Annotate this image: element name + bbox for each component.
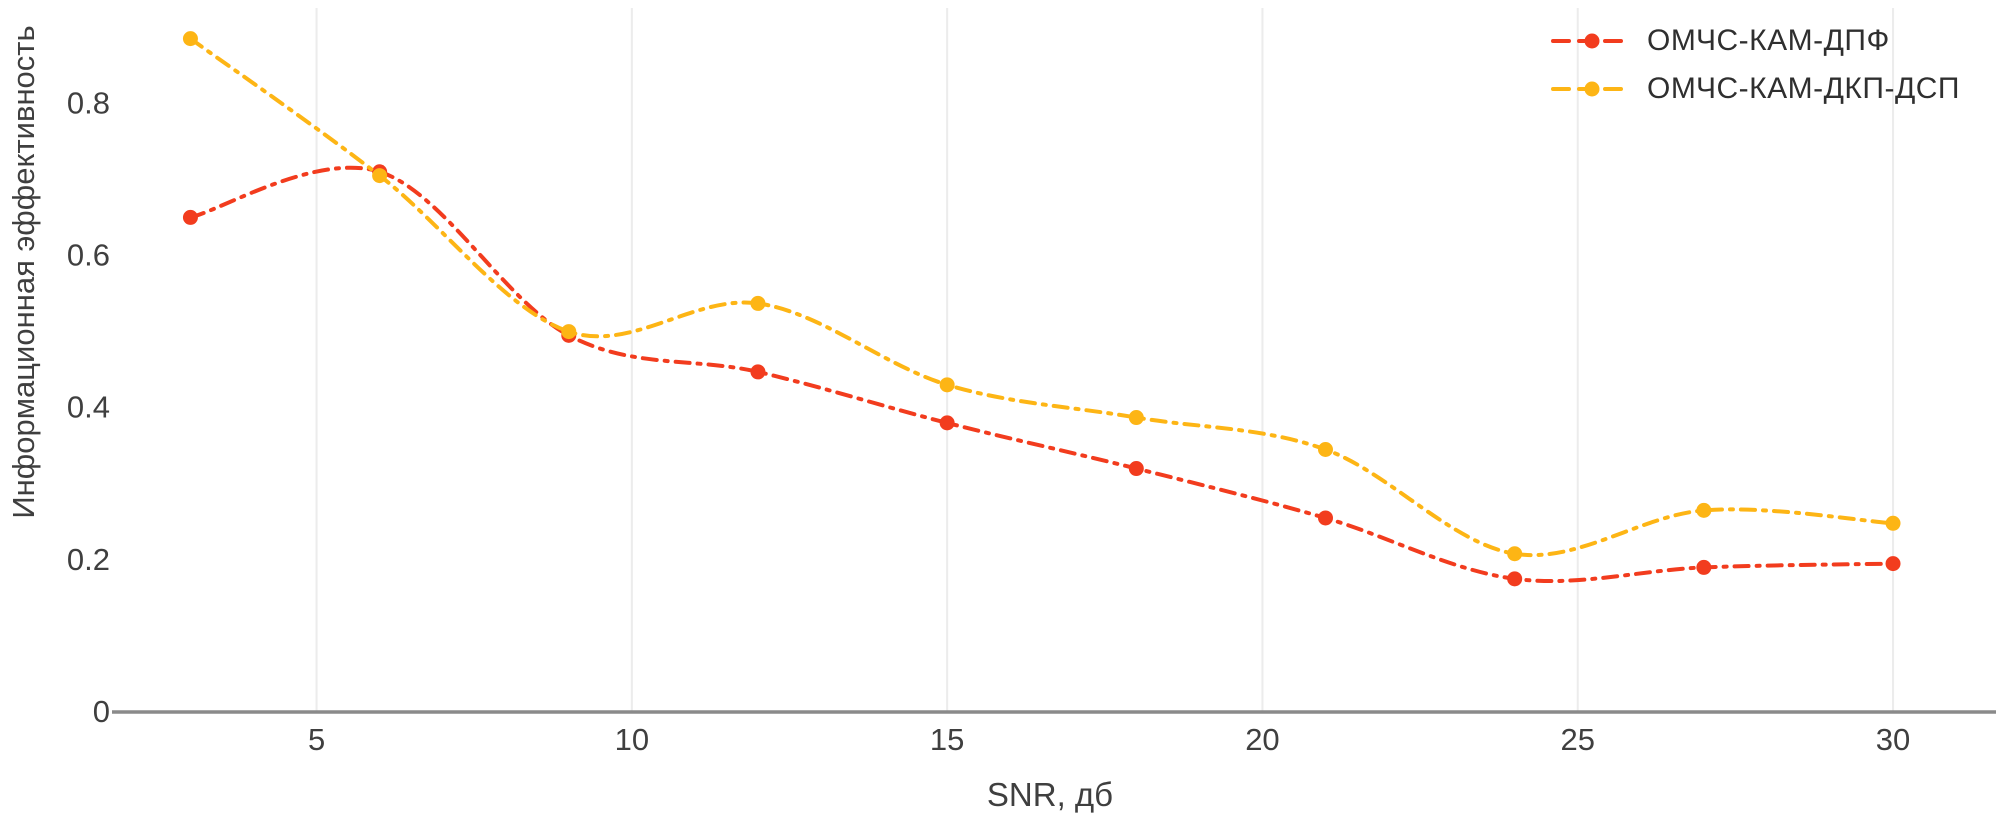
data-point-marker xyxy=(1885,556,1901,572)
data-point-marker xyxy=(561,324,577,340)
legend-line-sample xyxy=(1551,33,1633,49)
legend-label: ОМЧС-КАМ-ДПФ xyxy=(1647,24,1890,57)
y-tick-label: 0.6 xyxy=(67,237,110,272)
legend-line-sample xyxy=(1551,81,1633,97)
gridlines xyxy=(315,8,1895,712)
data-point-marker xyxy=(1696,559,1712,575)
x-tick-label: 15 xyxy=(930,722,964,757)
data-point-marker xyxy=(1128,461,1144,477)
data-point-marker xyxy=(1317,442,1333,457)
series-line-1 xyxy=(188,36,1895,557)
series-lines xyxy=(182,31,1901,587)
y-tick-label: 0.2 xyxy=(67,542,110,577)
y-axis-title: Информационная эффективность xyxy=(6,25,41,518)
y-tick-label: 0.8 xyxy=(67,85,110,120)
data-point-marker xyxy=(1128,410,1144,426)
series-line-0 xyxy=(188,165,1895,584)
data-point-marker xyxy=(182,209,198,225)
x-tick-label: 20 xyxy=(1245,722,1279,757)
x-axis-title: SNR, дб xyxy=(987,776,1113,813)
tick-labels: 5 10 15 20 25 30 0 0.2 0.4 0.6 0.8 xyxy=(67,85,1910,757)
legend: ОМЧС-КАМ-ДПФ ОМЧС-КАМ-ДКП-ДСП xyxy=(1551,24,1960,106)
x-tick-label: 30 xyxy=(1876,722,1910,757)
data-point-marker xyxy=(1317,510,1333,526)
data-point-marker xyxy=(182,31,198,47)
data-point-marker xyxy=(1696,502,1712,518)
x-tick-label: 25 xyxy=(1560,722,1594,757)
x-tick-label: 5 xyxy=(308,722,325,757)
y-tick-label: 0.4 xyxy=(67,390,110,425)
data-point-marker xyxy=(1885,515,1901,531)
data-point-marker xyxy=(750,295,766,311)
y-tick-label: 0 xyxy=(93,694,110,729)
data-point-marker xyxy=(939,377,955,393)
data-point-marker xyxy=(750,364,766,380)
legend-item-1[interactable]: ОМЧС-КАМ-ДКП-ДСП xyxy=(1551,72,1960,106)
data-point-marker xyxy=(1507,571,1523,587)
data-point-marker xyxy=(372,168,388,184)
data-point-marker xyxy=(1507,546,1523,562)
x-tick-label: 10 xyxy=(615,722,649,757)
data-point-marker xyxy=(939,415,955,431)
legend-label: ОМЧС-КАМ-ДКП-ДСП xyxy=(1647,72,1960,105)
legend-item-0[interactable]: ОМЧС-КАМ-ДПФ xyxy=(1551,24,1960,58)
